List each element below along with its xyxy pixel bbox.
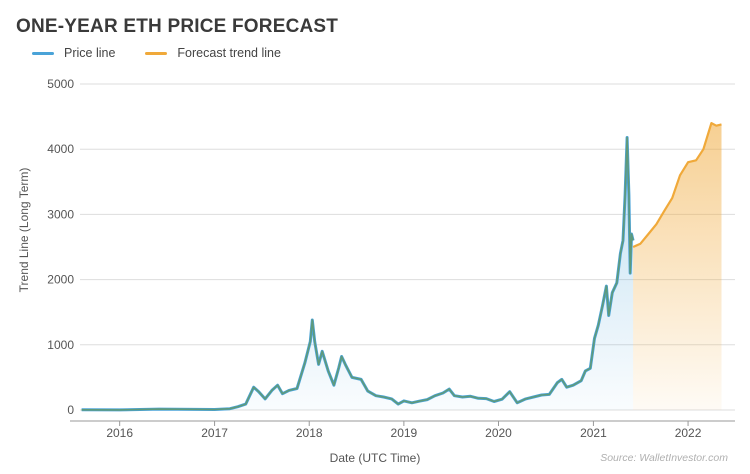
- legend-swatch-price: [32, 51, 54, 55]
- chart-legend: Price line Forecast trend line: [32, 46, 311, 60]
- legend-swatch-forecast: [145, 51, 168, 55]
- price-line-outline: [81, 136, 634, 411]
- forecast-line: [632, 122, 722, 249]
- y-axis-label: Trend Line (Long Term): [17, 168, 31, 293]
- x-tick-label: 2016: [106, 426, 133, 440]
- x-axis-label: Date (UTC Time): [330, 451, 421, 465]
- price-area: [81, 137, 634, 410]
- y-tick-label: 2000: [47, 273, 74, 287]
- legend-label-price: Price line: [64, 46, 116, 60]
- chart-title: ONE-YEAR ETH PRICE FORECAST: [16, 16, 339, 37]
- y-tick-label: 1000: [47, 338, 74, 352]
- series-lines: [81, 122, 722, 412]
- source-credit: Source: WalletInvestor.com: [600, 452, 728, 464]
- y-tick-label: 3000: [47, 207, 74, 221]
- y-tick-label: 4000: [47, 142, 74, 156]
- axes: 0 1000 2000 3000 4000 5000 2016 2017 2018 2019 202…: [47, 77, 735, 440]
- y-tick-label: 5000: [47, 77, 74, 91]
- legend-item-forecast: Forecast trend line: [145, 46, 281, 60]
- forecast-area: [633, 123, 722, 410]
- price-line: [81, 136, 635, 412]
- x-tick-label: 2017: [201, 426, 228, 440]
- x-tick-label: 2022: [675, 426, 702, 440]
- legend-label-forecast: Forecast trend line: [177, 46, 281, 60]
- x-tick-label: 2021: [580, 426, 607, 440]
- y-tick-label: 0: [67, 403, 74, 417]
- x-tick-label: 2019: [391, 426, 418, 440]
- legend-item-price: Price line: [32, 46, 115, 60]
- x-tick-label: 2018: [296, 426, 323, 440]
- x-tick-label: 2020: [485, 426, 512, 440]
